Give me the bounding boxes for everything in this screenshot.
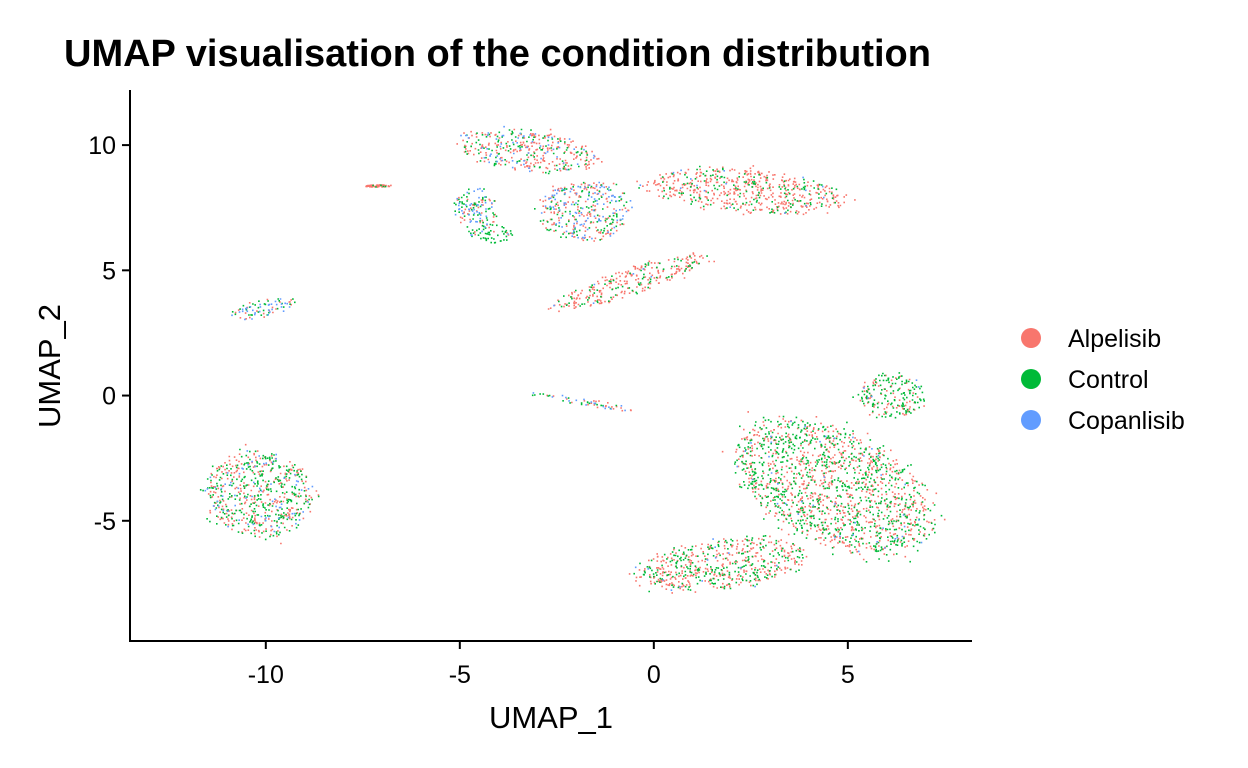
points-copanlisib xyxy=(204,125,923,592)
legend-label-alpelisib: Alpelisib xyxy=(1068,325,1161,353)
legend-marker-alpelisib xyxy=(1021,328,1041,348)
points-alpelisib xyxy=(207,128,946,594)
y-tick-label: 0 xyxy=(102,383,116,411)
points-control xyxy=(199,128,943,593)
x-tick-label: 0 xyxy=(647,661,661,689)
legend-marker-control xyxy=(1021,369,1041,389)
y-tick-label: 5 xyxy=(102,257,116,285)
x-axis-label: UMAP_1 xyxy=(489,700,613,735)
y-tick-label: 10 xyxy=(88,132,116,160)
y-axis-ticks: -5 0 5 10 xyxy=(88,132,130,536)
x-tick-label: -5 xyxy=(449,661,471,689)
legend-marker-copanlisib xyxy=(1021,410,1041,430)
x-tick-label: -10 xyxy=(248,661,284,689)
chart-title: UMAP visualisation of the condition dist… xyxy=(64,33,931,75)
legend-label-control: Control xyxy=(1068,366,1149,394)
y-tick-label: -5 xyxy=(94,508,116,536)
y-axis-label: UMAP_2 xyxy=(32,304,67,428)
legend-label-copanlisib: Copanlisib xyxy=(1068,407,1185,435)
legend: Alpelisib Control Copanlisib xyxy=(1021,325,1185,435)
scatter-points xyxy=(199,125,946,594)
x-tick-label: 5 xyxy=(841,661,855,689)
x-axis-ticks: -10 -5 0 5 xyxy=(248,641,855,689)
